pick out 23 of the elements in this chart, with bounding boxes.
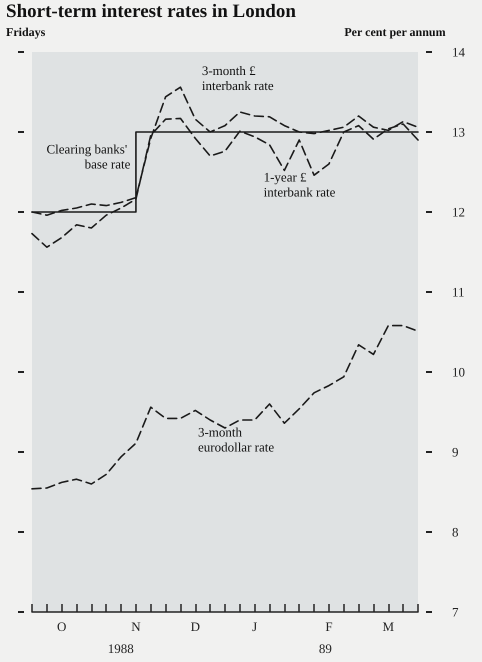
text: 1988	[108, 641, 134, 656]
y-tick-label: 10	[452, 364, 465, 380]
x-tick-label: D	[190, 619, 200, 634]
x-axis-title: Fridays	[6, 25, 46, 39]
y-tick-label: 11	[452, 284, 465, 300]
y-tick-label: 7	[452, 604, 459, 620]
x-tick-label: N	[131, 619, 142, 634]
series-label: 3-month £ interbank rate	[202, 63, 274, 94]
x-tick-label: M	[382, 619, 395, 634]
x-tick-label: F	[325, 619, 333, 634]
y-tick-label: 9	[452, 444, 458, 460]
series-label: Clearing banks' base rate	[46, 142, 131, 172]
text: 89	[318, 641, 332, 656]
x-tick-label: J	[252, 619, 258, 634]
x-tick-label: O	[56, 619, 66, 634]
y-tick-label: 14	[452, 44, 466, 60]
y-axis-title: Per cent per annum	[344, 25, 446, 39]
series-label: 3-month eurodollar rate	[198, 424, 274, 454]
series-label: 1-year £ interbank rate	[264, 170, 336, 200]
y-tick-label: 12	[452, 204, 465, 220]
y-tick-label: 13	[452, 124, 465, 140]
chart-title: Short-term interest rates in London	[6, 1, 296, 22]
y-tick-label: 8	[452, 524, 458, 540]
